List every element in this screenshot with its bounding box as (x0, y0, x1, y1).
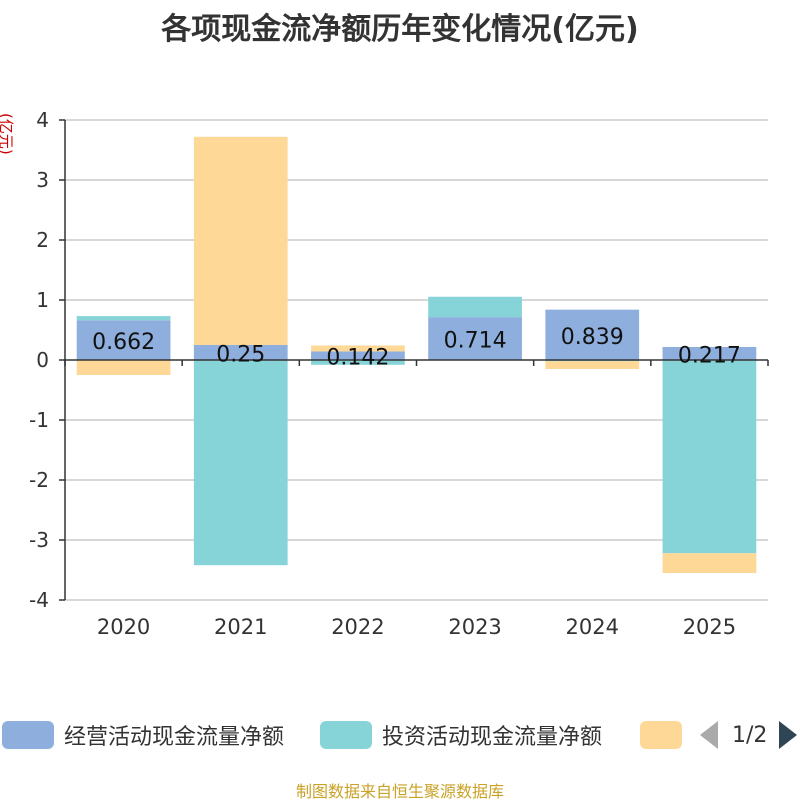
legend-swatch-operating (2, 721, 54, 749)
source-note: 制图数据来自恒生聚源数据库 (295, 782, 504, 801)
y-tick-label: 1 (36, 288, 49, 312)
y-tick-label: 0 (36, 348, 49, 372)
bar-2020-series-2 (76, 360, 171, 375)
bar-2020-series-1 (76, 316, 171, 321)
bar-2025-series-0 (662, 346, 757, 360)
bar-2021-series-2 (193, 136, 288, 345)
legend-next-page-icon[interactable] (779, 721, 798, 749)
chart-title: 各项现金流净额历年变化情况(亿元) (161, 12, 639, 47)
data-label-2023: 0.714 (444, 329, 507, 354)
x-tick-label-2022: 2022 (331, 615, 384, 639)
chart-plot: 4 3 2 1 0 -1 -2 -3 -4 2020 2021 2022 2023 2024 2025 0.… (29, 108, 769, 639)
bar-2021-series-1 (193, 360, 288, 566)
bar-2025-series-1 (662, 360, 757, 554)
x-tick-label-2025: 2025 (683, 615, 736, 639)
legend-label-investing: 投资活动现金流量净额 (382, 725, 603, 750)
data-label-2025: 0.217 (678, 343, 741, 368)
y-tick-label: -1 (29, 408, 49, 432)
data-label-2020: 0.662 (92, 330, 155, 355)
bars (76, 136, 757, 573)
bar-2023-series-0 (428, 317, 522, 360)
x-tick-label-2024: 2024 (566, 615, 619, 639)
x-tick-label-2020: 2020 (97, 615, 150, 639)
y-tick-label: 4 (36, 108, 49, 132)
bar-2022-series-2 (311, 345, 405, 352)
y-tick-label: 3 (36, 168, 49, 192)
bar-2021-series-0 (193, 345, 288, 360)
y-tick-label: 2 (36, 228, 49, 252)
data-labels: 0.662 0.25 0.142 0.714 0.839 0.217 (92, 325, 741, 371)
bar-2022-series-1 (311, 360, 405, 365)
legend-item-financing[interactable] (640, 720, 682, 750)
bar-2020-series-0 (76, 320, 171, 360)
data-label-2022: 0.142 (326, 346, 389, 371)
y-tick-label: -3 (29, 528, 49, 552)
legend-item-operating[interactable]: 经营活动现金流量净额 (2, 720, 284, 750)
data-label-2021: 0.25 (216, 343, 265, 368)
legend-page-indicator: 1/2 (732, 722, 768, 748)
x-tick-label-2021: 2021 (214, 615, 267, 639)
bar-2022-series-0 (311, 351, 405, 360)
legend-label-operating: 经营活动现金流量净额 (64, 725, 285, 750)
legend-swatch-financing (640, 721, 682, 749)
y-tick-label: -4 (29, 588, 49, 612)
data-label-2024: 0.839 (561, 325, 624, 350)
legend: 经营活动现金流量净额 投资活动现金流量净额 1/2 (0, 712, 800, 756)
legend-pager: 1/2 (700, 720, 798, 750)
x-tick-label-2023: 2023 (448, 615, 501, 639)
legend-swatch-investing (320, 721, 372, 749)
bar-2024-series-2 (545, 361, 640, 369)
bar-2023-series-1 (428, 296, 522, 318)
bar-2024-series-0 (545, 309, 640, 360)
legend-item-investing[interactable]: 投资活动现金流量净额 (320, 720, 602, 750)
gridlines (65, 119, 768, 601)
legend-prev-page-icon[interactable] (700, 721, 718, 749)
axes: 4 3 2 1 0 -1 -2 -3 -4 2020 2021 2022 2023 2024 2025 (29, 108, 769, 639)
bar-2025-series-2 (662, 553, 757, 573)
y-tick-label: -2 (29, 468, 49, 492)
